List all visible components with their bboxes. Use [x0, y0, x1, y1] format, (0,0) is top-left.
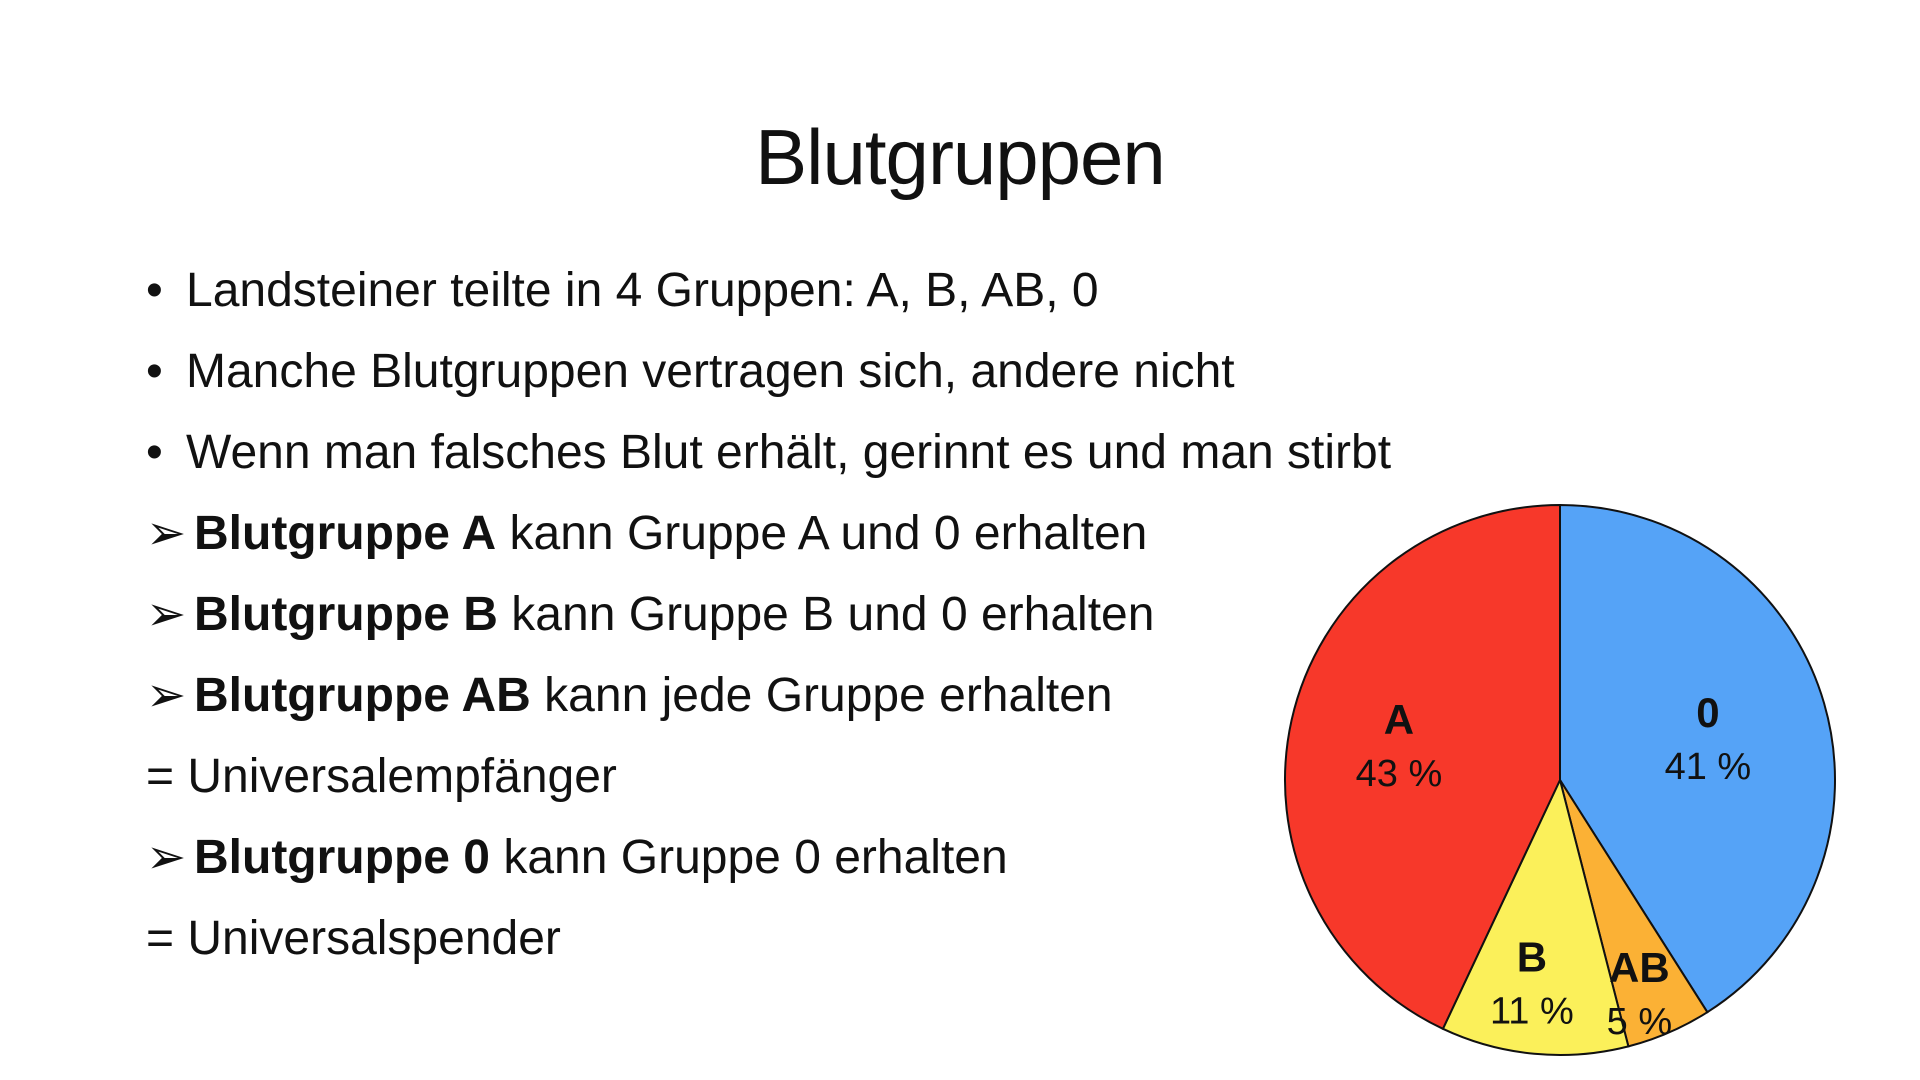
- line-bold-text: Blutgruppe A: [194, 507, 497, 560]
- pie-slice-0: [1559, 503, 1836, 1014]
- line-bold-text: Blutgruppe B: [194, 588, 498, 641]
- arrow-bullet-icon: ➢: [146, 831, 187, 884]
- content-line-3: • Wenn man falsches Blut erhält, gerinnt …: [146, 412, 1546, 493]
- blood-group-pie-chart: 0 41 % AB 5 % B 11 % A 43 %: [1284, 503, 1836, 1056]
- line-text: kann jede Gruppe erhalten: [530, 669, 1113, 722]
- line-text: Manche Blutgruppen vertragen sich, ander…: [186, 345, 1235, 398]
- arrow-bullet-icon: ➢: [146, 588, 187, 641]
- content-line-7: = Universalempfänger: [146, 736, 1546, 817]
- content-line-4: ➢ Blutgruppe A kann Gruppe A und 0 erhalt…: [146, 493, 1546, 574]
- line-text: = Universalspender: [146, 912, 561, 965]
- line-text: = Universalempfänger: [146, 750, 617, 803]
- pie-value-a: 43 %: [1356, 753, 1443, 795]
- pie-slice-b: [1441, 777, 1630, 1056]
- pie-label-ab: AB: [1609, 944, 1670, 991]
- content-line-2: • Manche Blutgruppen vertragen sich, ande…: [146, 331, 1546, 412]
- line-text: Landsteiner teilte in 4 Gruppen: A, B, A…: [186, 264, 1099, 317]
- pie-value-b: 11 %: [1490, 991, 1574, 1033]
- pie-labels: 0 41 % AB 5 % B 11 % A 43 %: [1356, 689, 1752, 1043]
- line-bold-text: Blutgruppe 0: [194, 831, 490, 884]
- bullet-icon: •: [146, 264, 163, 317]
- pie-label-0: 0: [1696, 689, 1719, 736]
- line-text: kann Gruppe A und 0 erhalten: [496, 507, 1148, 560]
- content-line-5: ➢ Blutgruppe B kann Gruppe B und 0 erhalt…: [146, 574, 1546, 655]
- line-text: kann Gruppe 0 erhalten: [490, 831, 1008, 884]
- slide-title: Blutgruppen: [755, 113, 1166, 201]
- pie-slices: [1284, 503, 1836, 1056]
- bullet-icon: •: [146, 426, 163, 479]
- arrow-bullet-icon: ➢: [146, 669, 187, 722]
- content-line-8: ➢ Blutgruppe 0 kann Gruppe 0 erhalten: [146, 817, 1546, 898]
- bullet-icon: •: [146, 345, 163, 398]
- content-line-9: = Universalspender: [146, 898, 1546, 979]
- arrow-bullet-icon: ➢: [146, 507, 187, 560]
- line-text: Wenn man falsches Blut erhält, gerinnt e…: [186, 426, 1392, 479]
- pie-value-ab: 5 %: [1607, 1001, 1672, 1043]
- line-bold-text: Blutgruppe AB: [194, 669, 531, 722]
- pie-label-a: A: [1384, 696, 1414, 743]
- content-line-1: • Landsteiner teilte in 4 Gruppen: A, B, …: [146, 250, 1546, 331]
- pie-label-b: B: [1517, 934, 1547, 981]
- pie-value-0: 41 %: [1665, 746, 1752, 788]
- line-text: kann Gruppe B und 0 erhalten: [497, 588, 1155, 641]
- pie-slice-a: [1284, 503, 1561, 1031]
- content-line-6: ➢ Blutgruppe AB kann jede Gruppe erhalten: [146, 655, 1546, 736]
- slide-content: • Landsteiner teilte in 4 Gruppen: A, B, …: [146, 250, 1546, 979]
